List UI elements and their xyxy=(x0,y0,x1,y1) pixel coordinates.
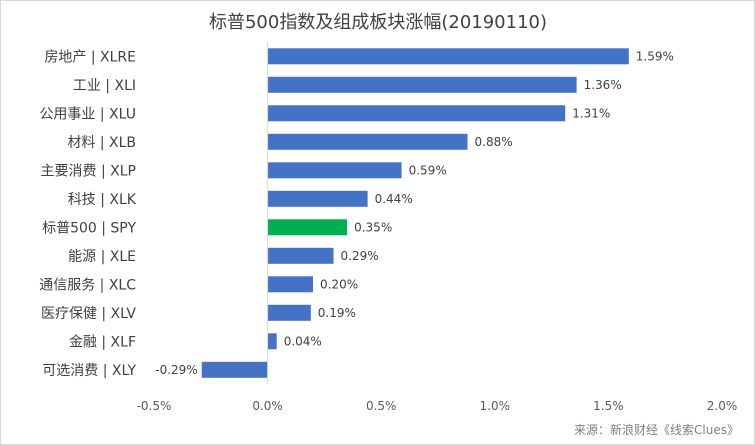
bar xyxy=(267,48,629,65)
chart-rows: 房地产 | XLRE 1.59% 工业 | XLI 1.36% 公用事业 | XLU 1.… xyxy=(39,48,674,379)
x-tick-label: 0.0% xyxy=(252,399,283,413)
category-label: 科技 | XLK xyxy=(68,192,137,208)
chart-title: 标普500指数及组成板块涨幅(20190110) xyxy=(209,12,547,33)
x-tick-label: -0.5% xyxy=(137,399,172,413)
category-label: 房地产 | XLRE xyxy=(44,49,136,65)
category-label: 通信服务 | XLC xyxy=(39,277,136,293)
bar xyxy=(267,190,368,207)
data-label: 1.31% xyxy=(572,106,610,120)
data-label: 0.20% xyxy=(320,277,358,291)
bar xyxy=(267,247,334,264)
bar xyxy=(267,133,468,150)
data-label: 0.88% xyxy=(475,135,513,149)
data-label: -0.29% xyxy=(155,363,197,377)
data-label: 0.44% xyxy=(375,192,413,206)
category-label: 材料 | XLB xyxy=(67,135,136,151)
data-label: 0.35% xyxy=(354,220,392,234)
bar xyxy=(201,361,268,378)
bar xyxy=(267,304,311,321)
bar xyxy=(267,219,348,236)
bar xyxy=(267,162,402,179)
category-label: 工业 | XLI xyxy=(73,78,136,94)
x-tick-label: 2.0% xyxy=(707,399,738,413)
category-label: 主要消费 | XLP xyxy=(41,163,136,179)
data-label: 1.59% xyxy=(636,49,674,63)
bar xyxy=(267,105,566,122)
bar xyxy=(267,76,577,93)
data-label: 1.36% xyxy=(584,78,622,92)
category-label: 医疗保健 | XLV xyxy=(41,306,136,322)
x-tick-label: 1.0% xyxy=(480,399,511,413)
category-label: 可选消费 | XLY xyxy=(42,363,136,379)
source-note: 来源：新浪财经《线索Clues》 xyxy=(574,422,739,437)
data-label: 0.19% xyxy=(318,306,356,320)
x-tick-label: 0.5% xyxy=(366,399,397,413)
x-tick-label: 1.5% xyxy=(593,399,624,413)
category-label: 公用事业 | XLU xyxy=(39,106,136,122)
category-label: 能源 | XLE xyxy=(68,249,136,265)
bar xyxy=(267,276,313,293)
x-axis: -0.5% 0.0% 0.5% 1.0% 1.5% 2.0% xyxy=(137,42,738,413)
category-label: 标普500 | SPY xyxy=(42,220,136,236)
category-label: 金融 | XLF xyxy=(69,334,136,350)
data-label: 0.04% xyxy=(284,334,322,348)
data-label: 0.29% xyxy=(341,249,379,263)
bar xyxy=(267,333,277,350)
data-label: 0.59% xyxy=(409,163,447,177)
